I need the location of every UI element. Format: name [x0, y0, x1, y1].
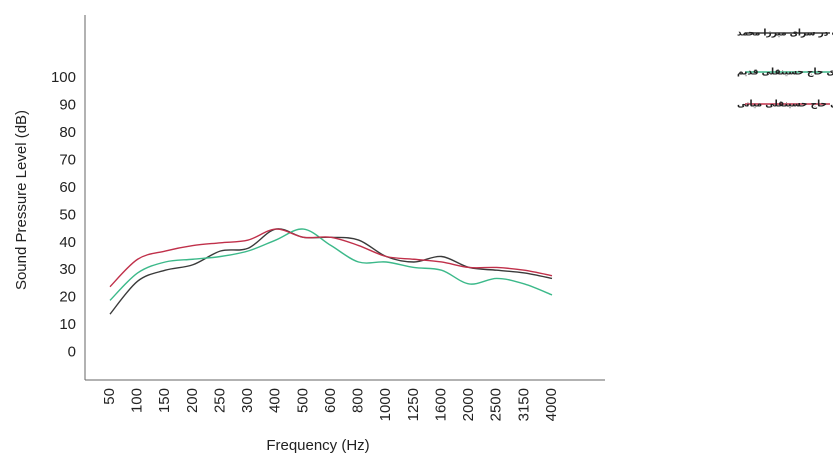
x-tick-label: 600: [322, 388, 339, 413]
x-tick-label: 50: [101, 388, 118, 405]
series-line: [109, 228, 553, 288]
y-axis-title: Sound Pressure Level (dB): [13, 110, 30, 290]
x-tick-label: 3150: [515, 388, 532, 421]
x-tick-label: 4000: [543, 388, 560, 421]
x-axis-title: Frequency (Hz): [266, 437, 369, 454]
x-tick-label: 1250: [405, 388, 422, 421]
y-tick-label: 10: [59, 316, 76, 333]
x-tick-label: 2500: [488, 388, 505, 421]
y-tick-label: 30: [59, 261, 76, 278]
x-tick-label: 1600: [432, 388, 449, 421]
x-tick-label: 2000: [460, 388, 477, 421]
x-tick-label: 200: [184, 388, 201, 413]
y-tick-label: 40: [59, 234, 76, 251]
x-tick-label: 100: [129, 388, 146, 413]
x-tick-label: 250: [211, 388, 228, 413]
y-tick-label: 0: [68, 344, 76, 361]
legend-label: میانگین مقادیر میانگینی تراز فشار صوت در…: [737, 27, 833, 39]
x-tick-label: 150: [156, 388, 173, 413]
x-tick-label: 400: [267, 388, 284, 413]
x-tick-label: 1000: [377, 388, 394, 421]
legend-label: میانگین مقادیر میانگینی تراز فشار صوت در…: [737, 66, 833, 78]
y-tick-label: 100: [51, 69, 76, 86]
y-tick-label: 90: [59, 97, 76, 114]
series-line: [109, 228, 553, 315]
y-tick-label: 20: [59, 289, 76, 306]
x-tick-label: 300: [239, 388, 256, 413]
legend-label: میانگین مقادیر میانگینی تراز فشار صوت در…: [737, 98, 833, 110]
y-tick-label: 70: [59, 151, 76, 168]
y-tick-label: 60: [59, 179, 76, 196]
series-line: [109, 228, 553, 301]
x-tick-label: 800: [350, 388, 367, 413]
y-tick-label: 80: [59, 124, 76, 141]
y-tick-label: 50: [59, 206, 76, 223]
x-tick-label: 500: [294, 388, 311, 413]
